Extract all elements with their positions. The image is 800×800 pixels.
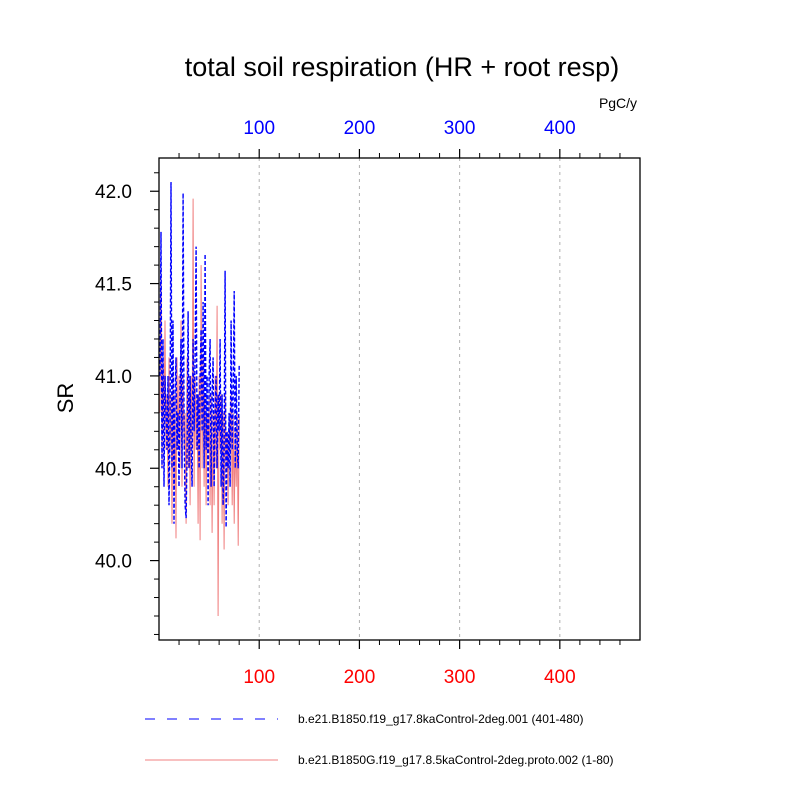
bottom-x-tick-label: 300 <box>444 667 476 688</box>
y-tick-label: 42.0 <box>95 182 132 203</box>
y-tick-label: 41.5 <box>95 275 132 296</box>
bottom-x-tick-label: 200 <box>344 667 376 688</box>
bottom-x-tick-label: 100 <box>243 667 275 688</box>
legend-label-1: b.e21.B1850G.f19_g17.8.5kaControl-2deg.p… <box>298 753 614 767</box>
series-line-0 <box>159 181 240 528</box>
top-x-tick-label: 100 <box>243 118 275 139</box>
top-x-tick-label: 300 <box>444 118 476 139</box>
y-axis-label: SR <box>53 383 78 414</box>
grid-lines <box>258 158 561 640</box>
top-x-tick-label: 200 <box>344 118 376 139</box>
top-x-tick-label: 400 <box>544 118 576 139</box>
y-tick-label: 40.5 <box>95 459 132 480</box>
y-tick-label: 40.0 <box>95 552 132 573</box>
bottom-x-tick-label: 400 <box>544 667 576 688</box>
top-axis-units: PgC/y <box>599 95 637 111</box>
legend-label-0: b.e21.B1850.f19_g17.8kaControl-2deg.001 … <box>298 712 584 726</box>
legend: b.e21.B1850.f19_g17.8kaControl-2deg.001 … <box>145 712 614 767</box>
axis-ticks <box>150 149 621 649</box>
y-tick-label: 41.0 <box>95 367 132 388</box>
chart-title: total soil respiration (HR + root resp) <box>185 52 619 82</box>
series-layer <box>159 181 240 617</box>
tick-labels: 100 100 200 200 300 300 400 400 40.0 40.5 41.0 41.5… <box>95 118 576 688</box>
